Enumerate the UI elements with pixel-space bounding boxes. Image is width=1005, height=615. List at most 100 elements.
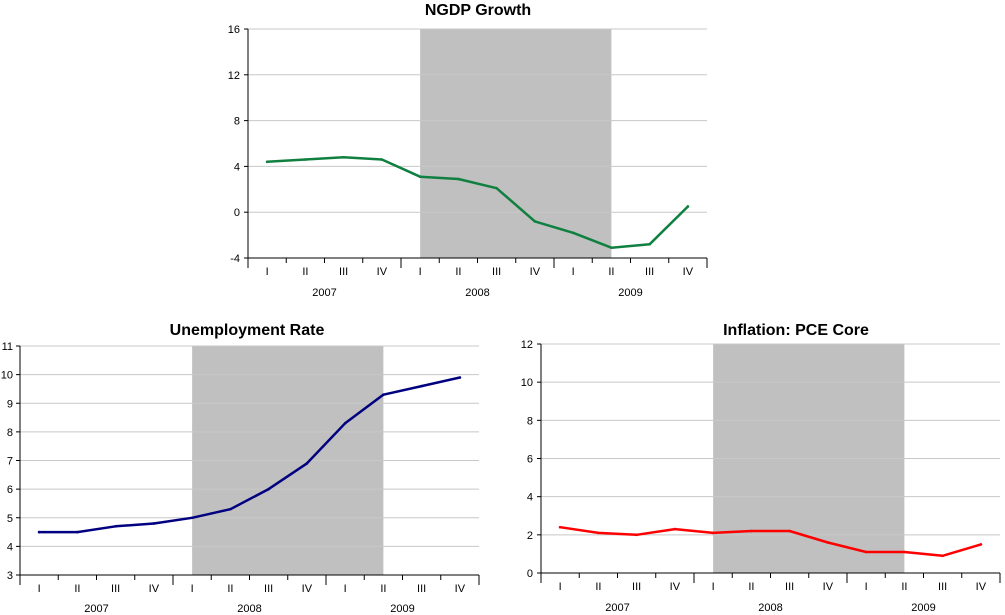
quarter-label: I — [712, 581, 715, 593]
quarter-label: III — [111, 583, 120, 595]
data-point — [380, 158, 384, 161]
chart-title: NGDP Growth — [425, 2, 531, 19]
series-line — [265, 155, 690, 249]
data-point — [558, 525, 562, 529]
quarter-label: III — [492, 266, 501, 278]
y-tick-label: 8 — [527, 415, 533, 427]
data-point — [343, 421, 347, 425]
quarter-label: II — [227, 583, 233, 595]
year-label: 2008 — [237, 603, 261, 615]
y-tick-label: 2 — [527, 530, 533, 542]
data-point — [304, 158, 307, 161]
data-point — [152, 522, 156, 525]
quarter-label: I — [344, 583, 347, 595]
y-tick-label: 6 — [7, 484, 13, 496]
quarter-label: I — [191, 583, 194, 595]
quarter-label: I — [559, 581, 562, 593]
quarter-label: III — [339, 266, 348, 278]
quarter-label: III — [785, 581, 794, 593]
quarter-label: IV — [976, 581, 987, 593]
data-point — [941, 554, 944, 558]
data-point — [265, 160, 269, 164]
data-point — [458, 376, 462, 379]
year-label: 2008 — [758, 602, 782, 614]
quarter-label: IV — [302, 583, 313, 595]
data-point — [610, 246, 613, 249]
data-point — [750, 529, 753, 533]
quarter-label: III — [264, 583, 273, 595]
quarter-label: I — [38, 583, 41, 595]
y-tick-label: 10 — [1, 370, 13, 382]
series-line — [37, 376, 462, 534]
quarter-label: IV — [823, 581, 834, 593]
year-label: 2009 — [390, 603, 414, 615]
quarter-label: II — [455, 266, 461, 278]
quarter-label: II — [748, 581, 754, 593]
data-point — [864, 550, 868, 554]
chart-title: Inflation: PCE Core — [723, 322, 869, 339]
y-tick-label: 7 — [7, 456, 13, 468]
data-point — [673, 527, 677, 531]
y-tick-label: 4 — [234, 161, 240, 173]
quarter-label: IV — [530, 266, 541, 278]
quarter-label: III — [645, 266, 654, 278]
data-point — [903, 550, 906, 554]
data-point — [635, 533, 638, 537]
quarter-label: I — [865, 581, 868, 593]
data-point — [533, 220, 537, 223]
data-point — [495, 186, 498, 190]
data-point — [420, 384, 423, 388]
quarter-label: II — [380, 583, 386, 595]
quarter-label: II — [595, 581, 601, 593]
year-label: 2009 — [618, 287, 642, 299]
y-tick-label: 0 — [234, 207, 240, 219]
data-point — [826, 541, 830, 544]
data-point — [686, 205, 690, 208]
recession-shading — [420, 29, 612, 258]
data-point — [305, 462, 309, 465]
quarter-label: II — [74, 583, 80, 595]
y-tick-label: 3 — [7, 570, 13, 582]
data-point — [597, 531, 600, 535]
data-point — [457, 177, 460, 181]
year-label: 2008 — [465, 287, 489, 299]
quarter-label: I — [266, 266, 269, 278]
data-point — [788, 529, 791, 533]
data-point — [229, 507, 232, 511]
quarter-label: IV — [149, 583, 160, 595]
quarter-label: I — [419, 266, 422, 278]
quarter-label: IV — [670, 581, 681, 593]
data-point — [190, 516, 194, 520]
data-point — [648, 242, 651, 246]
y-tick-label: 11 — [2, 341, 13, 353]
y-tick-label: 12 — [521, 339, 533, 351]
quarter-label: III — [417, 583, 426, 595]
y-tick-label: 4 — [527, 492, 533, 504]
year-label: 2009 — [911, 602, 935, 614]
series-line — [558, 525, 983, 558]
y-tick-label: 8 — [234, 116, 240, 128]
y-tick-label: 10 — [521, 377, 533, 389]
data-point — [114, 525, 117, 528]
chart-title: Unemployment Rate — [170, 322, 325, 339]
data-point — [979, 543, 983, 546]
data-point — [267, 487, 270, 491]
quarter-label: I — [572, 266, 575, 278]
quarter-label: IV — [455, 583, 466, 595]
data-point — [418, 175, 422, 179]
y-tick-label: 5 — [7, 513, 13, 525]
y-tick-label: 4 — [7, 541, 13, 553]
y-tick-label: 8 — [7, 427, 13, 439]
quarter-label: II — [901, 581, 907, 593]
data-point — [76, 530, 79, 534]
year-label: 2007 — [84, 603, 108, 615]
year-label: 2007 — [312, 287, 336, 299]
y-tick-label: 0 — [527, 568, 533, 580]
quarter-label: II — [608, 266, 614, 278]
year-label: 2007 — [605, 602, 629, 614]
y-tick-label: 6 — [527, 454, 533, 466]
